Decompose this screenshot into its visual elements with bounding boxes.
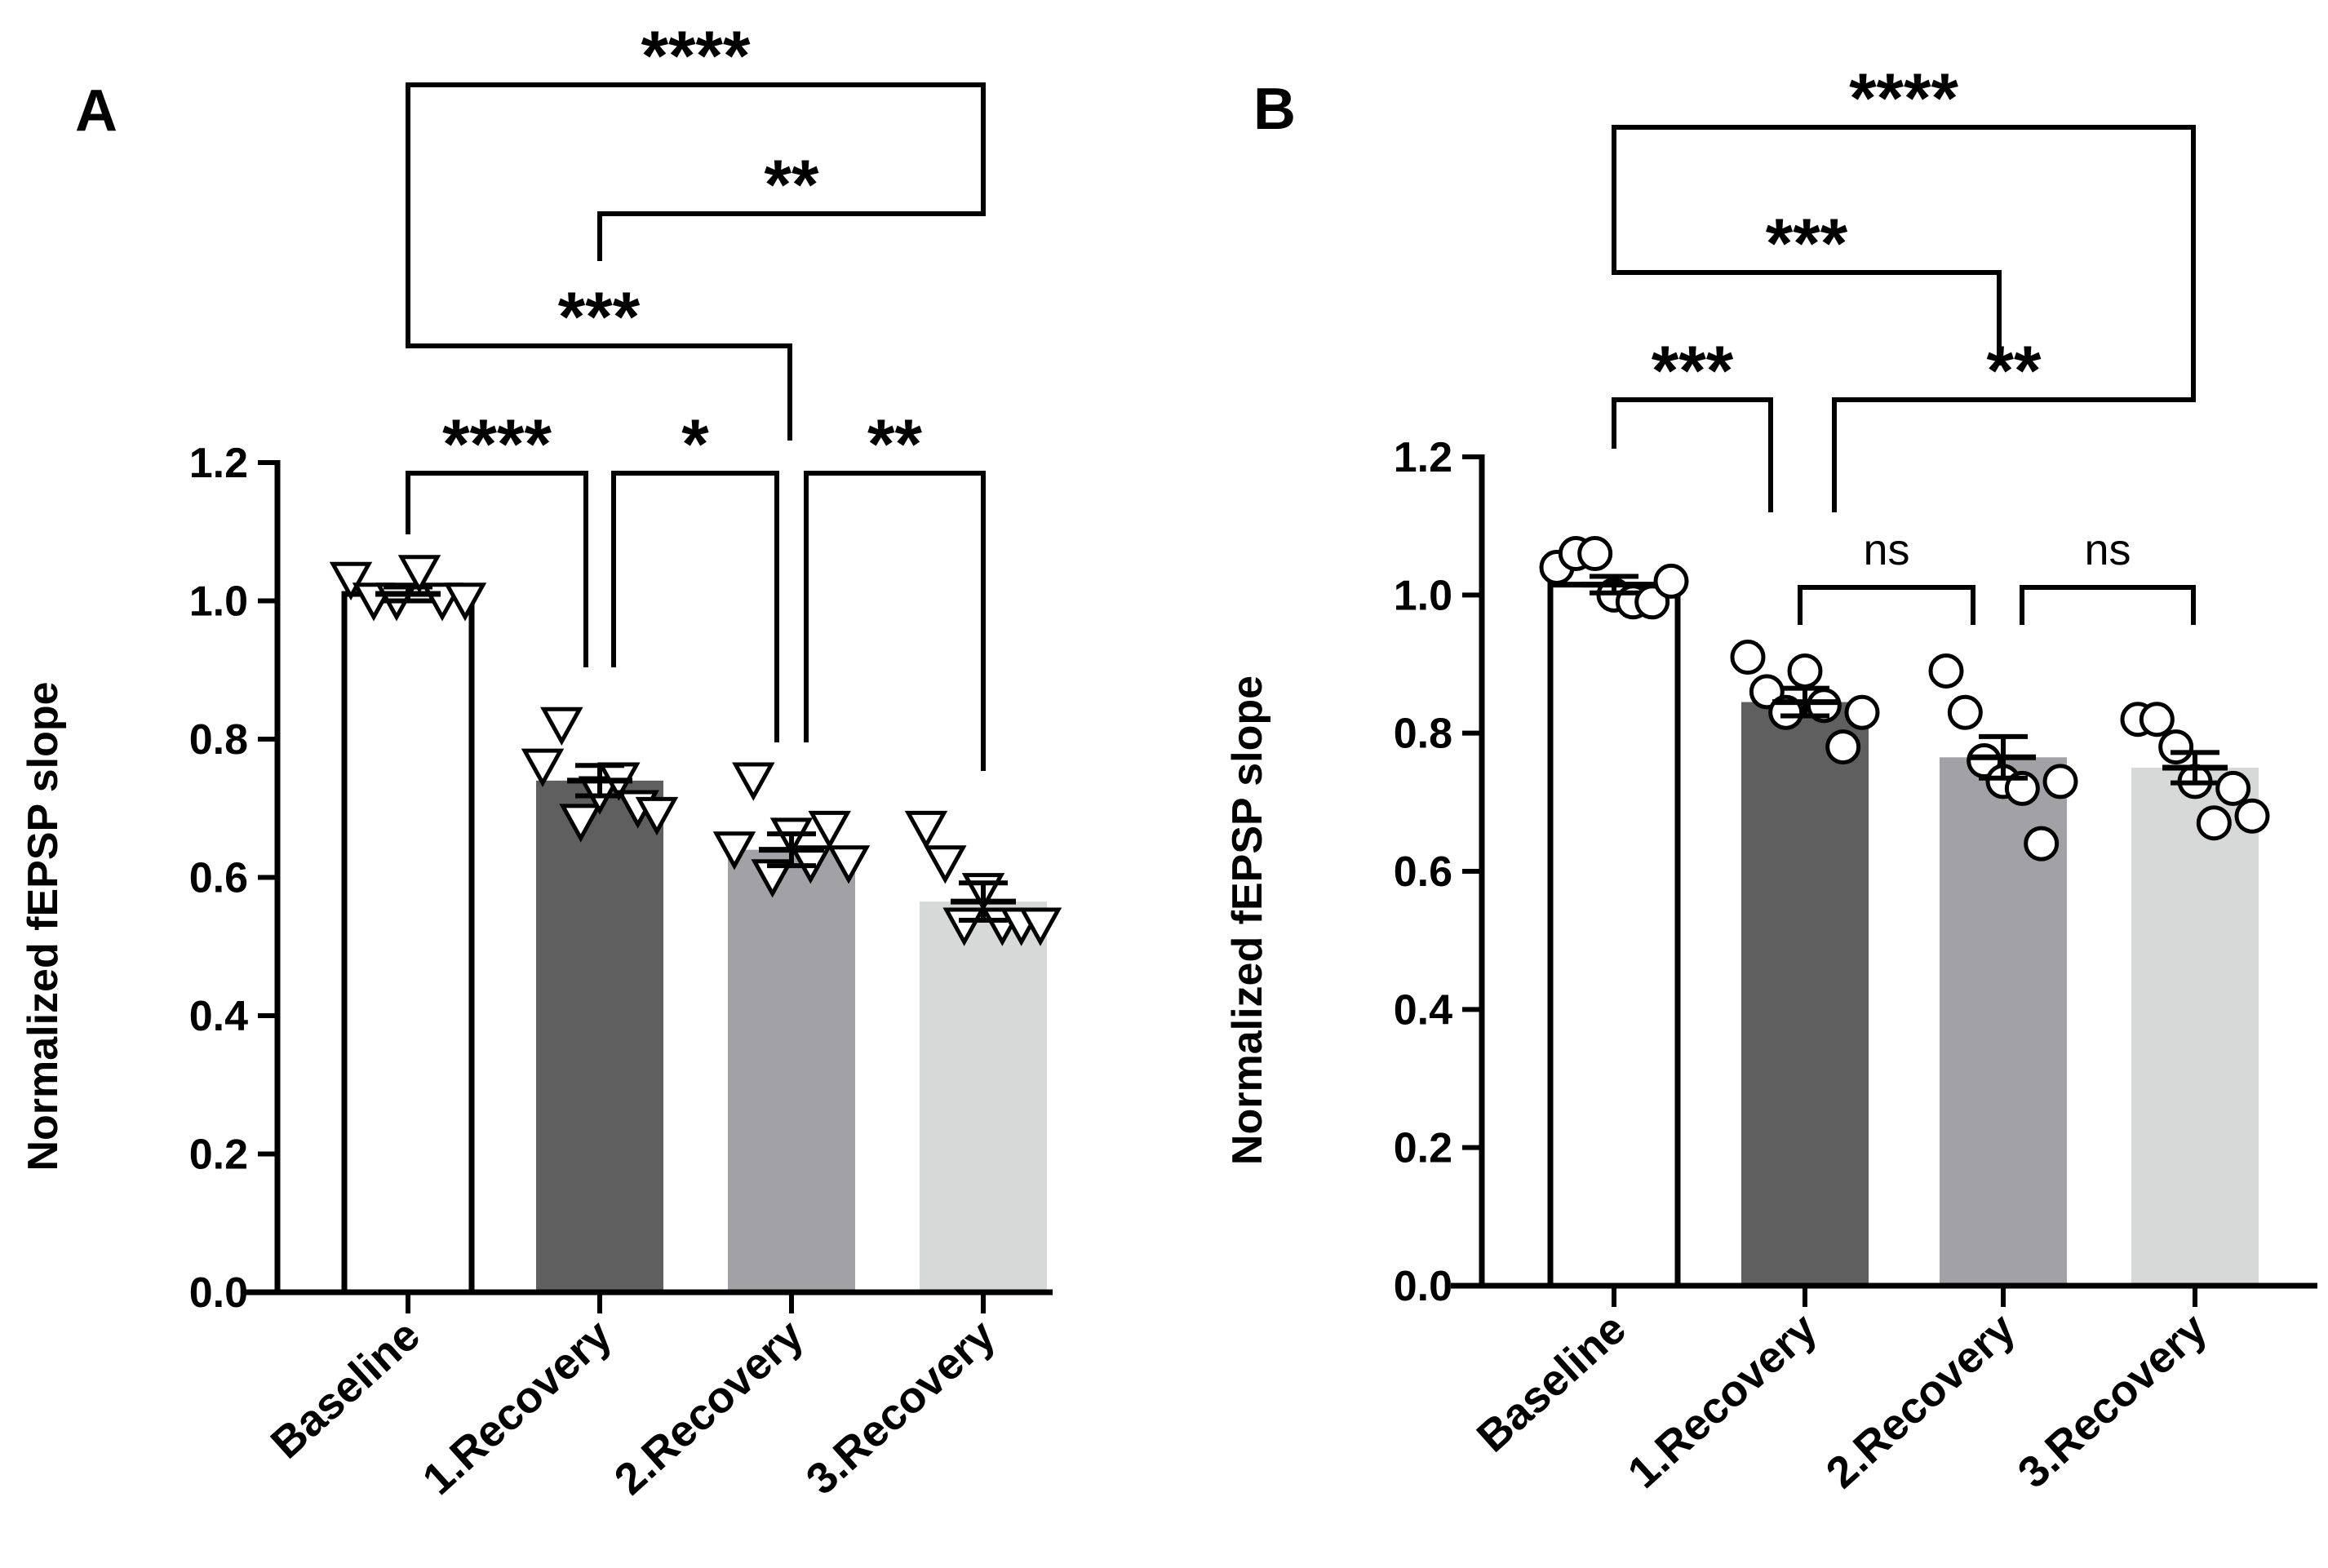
y-tick-label: 0.0 <box>1394 1263 1452 1310</box>
panel-b: B 0.0 0.2 0.4 0.6 0.8 1.0 1.2 Normalized fEPSP s… <box>1224 60 2317 1498</box>
significance-bracket <box>1832 365 2196 512</box>
y-tick-label: 0.0 <box>189 1269 248 1317</box>
significance-label: *** <box>1766 205 1848 283</box>
data-point <box>635 796 679 836</box>
data-point <box>1653 563 1689 599</box>
bar-1 <box>341 591 475 1296</box>
bar-4 <box>920 901 1047 1292</box>
x-tick-label: Baseline <box>1468 1304 1635 1461</box>
data-point <box>1018 907 1062 946</box>
data-point <box>712 831 756 870</box>
data-point <box>827 845 871 884</box>
y-tick-label: 1.0 <box>189 578 248 626</box>
bar-4 <box>2131 768 2259 1286</box>
data-point <box>443 582 487 622</box>
data-point <box>559 804 602 843</box>
x-tick-label: 1.Recovery <box>414 1310 621 1504</box>
data-point <box>1947 694 1983 730</box>
data-point <box>1844 694 1880 730</box>
significance-label: **** <box>1849 60 1958 138</box>
bar-2 <box>1741 702 1869 1286</box>
y-tick-label: 1.2 <box>1394 434 1452 481</box>
data-point <box>540 706 583 746</box>
y-axis-title: Normalized fEPSP slope <box>20 681 67 1171</box>
significance-label: ** <box>1987 332 2042 410</box>
bar-3 <box>728 849 855 1292</box>
y-tick-label: 0.8 <box>189 716 248 764</box>
data-point <box>1787 653 1823 689</box>
x-tick-label: 2.Recovery <box>1817 1304 2024 1497</box>
data-point <box>904 810 948 850</box>
panel-label: A <box>75 78 118 144</box>
data-point <box>2042 764 2078 800</box>
data-point <box>2234 798 2270 834</box>
data-point <box>2004 770 2040 806</box>
x-tick-label: 3.Recovery <box>797 1310 1004 1504</box>
significance-bracket <box>406 82 986 308</box>
data-point <box>2024 826 2060 862</box>
significance-label: ** <box>867 405 922 484</box>
data-point <box>2139 702 2175 737</box>
significance-bracket <box>1612 397 1773 512</box>
y-axis-title: Normalized fEPSP slope <box>1224 675 1271 1165</box>
significance-bracket <box>1612 227 2002 365</box>
y-tick-label: 0.2 <box>1394 1125 1452 1172</box>
y-tick-label: 0.4 <box>1394 986 1452 1034</box>
data-point <box>924 845 967 884</box>
data-point <box>808 810 851 850</box>
bar-2 <box>536 780 663 1292</box>
data-point <box>2215 770 2251 806</box>
data-point <box>1825 729 1861 765</box>
data-point <box>942 907 986 946</box>
panel-label: B <box>1253 77 1296 142</box>
panel-a: A 0.0 0.2 0.4 0.6 0.8 1.0 1.2 Normalized fEPSP s… <box>20 17 1062 1504</box>
significance-label: **** <box>641 17 751 95</box>
significance-bracket <box>1798 585 1975 625</box>
significance-label: ns <box>1863 525 1909 574</box>
significance-label: *** <box>558 278 641 357</box>
x-tick-label: 1.Recovery <box>1619 1304 1826 1497</box>
significance-bracket <box>1612 125 2196 365</box>
significance-label: ns <box>2084 525 2131 574</box>
significance-label: *** <box>1652 332 1734 410</box>
significance-label: * <box>681 405 709 484</box>
x-tick-label: Baseline <box>262 1310 429 1468</box>
data-point <box>751 859 794 898</box>
data-point <box>1577 536 1613 572</box>
significance-label: **** <box>442 405 552 484</box>
significance-bracket <box>804 471 986 771</box>
y-tick-label: 1.0 <box>1394 572 1452 619</box>
data-point <box>1730 640 1766 675</box>
data-point <box>329 561 373 601</box>
data-point <box>2196 805 2232 841</box>
data-point <box>1928 653 1964 689</box>
bar-1 <box>1547 582 1681 1289</box>
data-point <box>732 762 775 801</box>
significance-bracket <box>406 308 792 441</box>
significance-label: ** <box>765 146 819 224</box>
data-point <box>2158 729 2194 765</box>
x-tick-label: 3.Recovery <box>2009 1304 2216 1497</box>
data-point <box>521 748 565 787</box>
y-tick-label: 0.6 <box>1394 848 1452 896</box>
significance-bracket <box>2020 585 2196 625</box>
significance-bracket <box>611 471 779 742</box>
y-tick-label: 0.2 <box>189 1132 248 1179</box>
significance-bracket <box>406 471 588 667</box>
significance-bracket <box>597 173 986 261</box>
y-tick-label: 0.6 <box>189 855 248 902</box>
y-tick-label: 1.2 <box>189 440 248 487</box>
data-point <box>397 555 441 594</box>
x-tick-label: 2.Recovery <box>605 1310 813 1504</box>
y-tick-label: 0.8 <box>1394 711 1452 758</box>
y-tick-label: 0.4 <box>189 993 248 1040</box>
